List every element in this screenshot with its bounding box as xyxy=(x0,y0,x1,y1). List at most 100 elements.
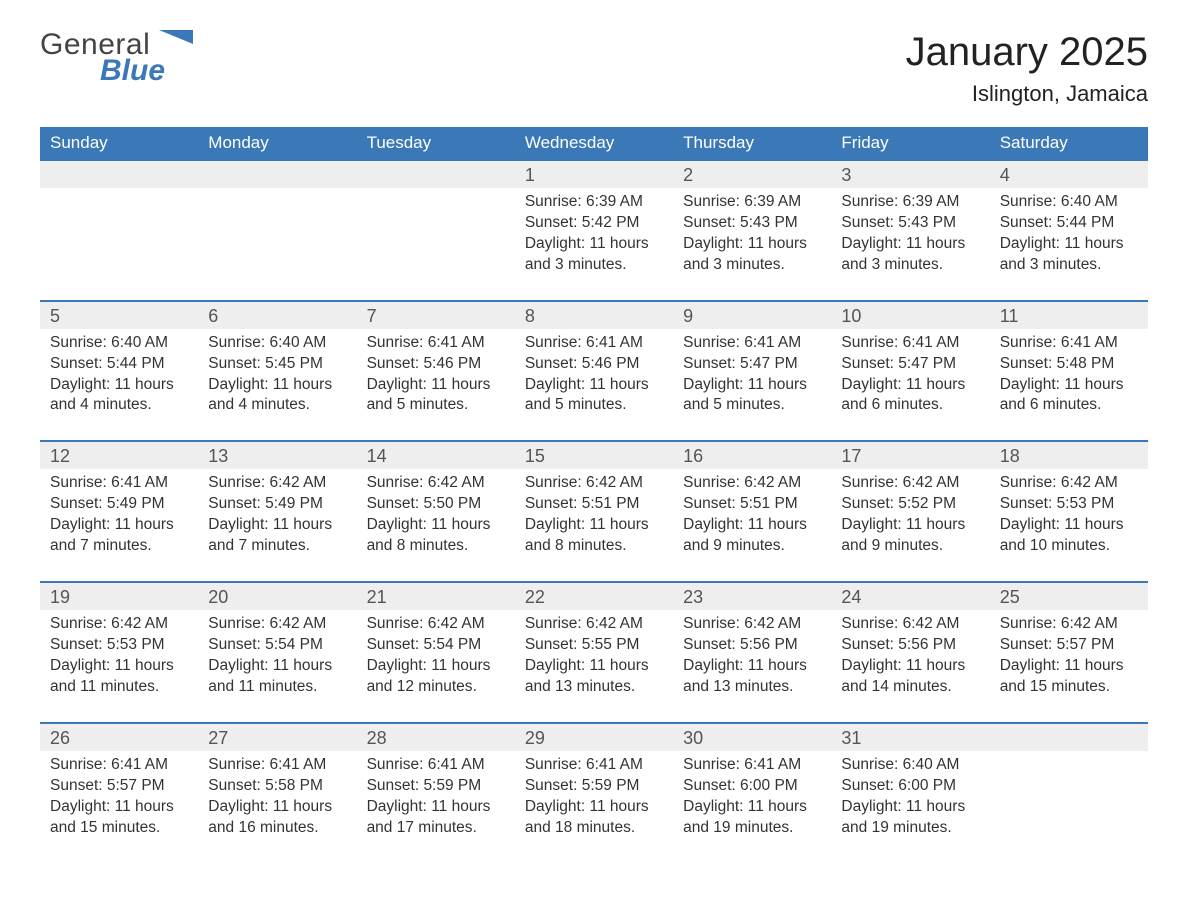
daylight-label: Daylight: xyxy=(841,235,906,252)
day-number-cell: 21 xyxy=(357,582,515,610)
daylight-line: Daylight: 11 hours and 18 minutes. xyxy=(525,797,663,839)
day-content-cell xyxy=(40,188,198,301)
daylight-hours: 11 hours xyxy=(115,798,174,815)
sunrise-line: Sunrise: 6:42 AM xyxy=(1000,614,1138,635)
sunrise-label: Sunrise: xyxy=(367,334,428,351)
daylight-join: and xyxy=(525,396,555,413)
sunrise-label: Sunrise: xyxy=(841,615,902,632)
sunset-label: Sunset: xyxy=(525,214,582,231)
sunrise-line: Sunrise: 6:42 AM xyxy=(367,473,505,494)
daylight-line: Daylight: 11 hours and 13 minutes. xyxy=(683,656,821,698)
weekday-header: Saturday xyxy=(990,127,1148,160)
daylight-line: Daylight: 11 hours and 3 minutes. xyxy=(1000,234,1138,276)
day-number-cell xyxy=(198,160,356,188)
day-content-cell: Sunrise: 6:40 AMSunset: 5:44 PMDaylight:… xyxy=(40,329,198,442)
daylight-suffix: . xyxy=(622,256,626,273)
daylight-minutes: 3 minutes xyxy=(713,256,780,273)
daylight-line: Daylight: 11 hours and 15 minutes. xyxy=(1000,656,1138,698)
sunrise-value: 6:42 AM xyxy=(586,474,643,491)
sunrise-label: Sunrise: xyxy=(683,334,744,351)
sunrise-value: 6:42 AM xyxy=(586,615,643,632)
sunrise-line: Sunrise: 6:41 AM xyxy=(1000,333,1138,354)
daylight-suffix: . xyxy=(939,256,943,273)
sunrise-line: Sunrise: 6:41 AM xyxy=(50,473,188,494)
daylight-line: Daylight: 11 hours and 9 minutes. xyxy=(683,515,821,557)
sunrise-line: Sunrise: 6:41 AM xyxy=(208,755,346,776)
daylight-suffix: . xyxy=(622,537,626,554)
sunset-label: Sunset: xyxy=(1000,355,1057,372)
sunrise-label: Sunrise: xyxy=(208,334,269,351)
sunset-label: Sunset: xyxy=(525,636,582,653)
sunrise-value: 6:41 AM xyxy=(1061,334,1118,351)
sunset-line: Sunset: 5:47 PM xyxy=(683,354,821,375)
daylight-line: Daylight: 11 hours and 14 minutes. xyxy=(841,656,979,698)
sunset-line: Sunset: 5:54 PM xyxy=(367,635,505,656)
header: General Blue January 2025 Islington, Jam… xyxy=(40,30,1148,107)
sunrise-line: Sunrise: 6:42 AM xyxy=(841,473,979,494)
day-number-cell: 27 xyxy=(198,723,356,751)
day-content-cell: Sunrise: 6:42 AMSunset: 5:57 PMDaylight:… xyxy=(990,610,1148,723)
day-number-cell: 22 xyxy=(515,582,673,610)
sunrise-line: Sunrise: 6:42 AM xyxy=(525,614,663,635)
daylight-minutes: 8 minutes xyxy=(397,537,464,554)
sunrise-label: Sunrise: xyxy=(683,193,744,210)
daylight-hours: 11 hours xyxy=(906,516,965,533)
daylight-join: and xyxy=(50,537,80,554)
sunrise-value: 6:40 AM xyxy=(269,334,326,351)
daylight-label: Daylight: xyxy=(50,798,115,815)
daylight-label: Daylight: xyxy=(208,657,273,674)
sunrise-label: Sunrise: xyxy=(683,615,744,632)
sunset-value: 5:59 PM xyxy=(423,777,481,794)
sunset-value: 5:56 PM xyxy=(740,636,798,653)
daylight-minutes: 10 minutes xyxy=(1030,537,1106,554)
sunset-label: Sunset: xyxy=(367,355,424,372)
sunset-value: 5:51 PM xyxy=(740,495,798,512)
daylight-label: Daylight: xyxy=(841,376,906,393)
daylight-minutes: 3 minutes xyxy=(1030,256,1097,273)
daylight-hours: 11 hours xyxy=(1064,235,1123,252)
day-number-cell: 23 xyxy=(673,582,831,610)
daylight-label: Daylight: xyxy=(50,376,115,393)
daylight-minutes: 6 minutes xyxy=(872,396,939,413)
daylight-suffix: . xyxy=(313,678,317,695)
sunrise-line: Sunrise: 6:39 AM xyxy=(683,192,821,213)
sunrise-value: 6:42 AM xyxy=(269,474,326,491)
day-content-cell: Sunrise: 6:41 AMSunset: 5:59 PMDaylight:… xyxy=(357,751,515,863)
sunset-value: 5:54 PM xyxy=(265,636,323,653)
daylight-minutes: 11 minutes xyxy=(80,678,155,695)
daylight-suffix: . xyxy=(789,678,793,695)
day-content-cell: Sunrise: 6:41 AMSunset: 5:48 PMDaylight:… xyxy=(990,329,1148,442)
daylight-suffix: . xyxy=(1097,256,1101,273)
day-number-cell: 8 xyxy=(515,301,673,329)
daylight-minutes: 5 minutes xyxy=(713,396,780,413)
day-number-cell: 30 xyxy=(673,723,831,751)
daylight-suffix: . xyxy=(947,678,951,695)
sunrise-value: 6:42 AM xyxy=(428,474,485,491)
sunset-line: Sunset: 5:42 PM xyxy=(525,213,663,234)
day-content-cell: Sunrise: 6:41 AMSunset: 5:47 PMDaylight:… xyxy=(831,329,989,442)
day-number-cell: 31 xyxy=(831,723,989,751)
daylight-label: Daylight: xyxy=(1000,516,1065,533)
sunrise-line: Sunrise: 6:42 AM xyxy=(208,473,346,494)
sunset-label: Sunset: xyxy=(50,636,107,653)
daylight-label: Daylight: xyxy=(208,376,273,393)
daylight-join: and xyxy=(841,256,871,273)
daylight-label: Daylight: xyxy=(525,376,590,393)
sunrise-label: Sunrise: xyxy=(525,474,586,491)
sunset-line: Sunset: 5:43 PM xyxy=(841,213,979,234)
sunrise-value: 6:42 AM xyxy=(744,615,801,632)
sunset-label: Sunset: xyxy=(683,636,740,653)
day-number-cell: 29 xyxy=(515,723,673,751)
daylight-label: Daylight: xyxy=(367,376,432,393)
sunrise-line: Sunrise: 6:42 AM xyxy=(50,614,188,635)
sunrise-line: Sunrise: 6:42 AM xyxy=(367,614,505,635)
daylight-hours: 11 hours xyxy=(748,235,807,252)
daylight-line: Daylight: 11 hours and 5 minutes. xyxy=(525,375,663,417)
day-number-cell: 26 xyxy=(40,723,198,751)
day-number-cell: 9 xyxy=(673,301,831,329)
daylight-hours: 11 hours xyxy=(115,516,174,533)
sunrise-line: Sunrise: 6:42 AM xyxy=(208,614,346,635)
day-content-cell: Sunrise: 6:42 AMSunset: 5:56 PMDaylight:… xyxy=(831,610,989,723)
daylight-minutes: 7 minutes xyxy=(80,537,147,554)
day-number-cell: 6 xyxy=(198,301,356,329)
